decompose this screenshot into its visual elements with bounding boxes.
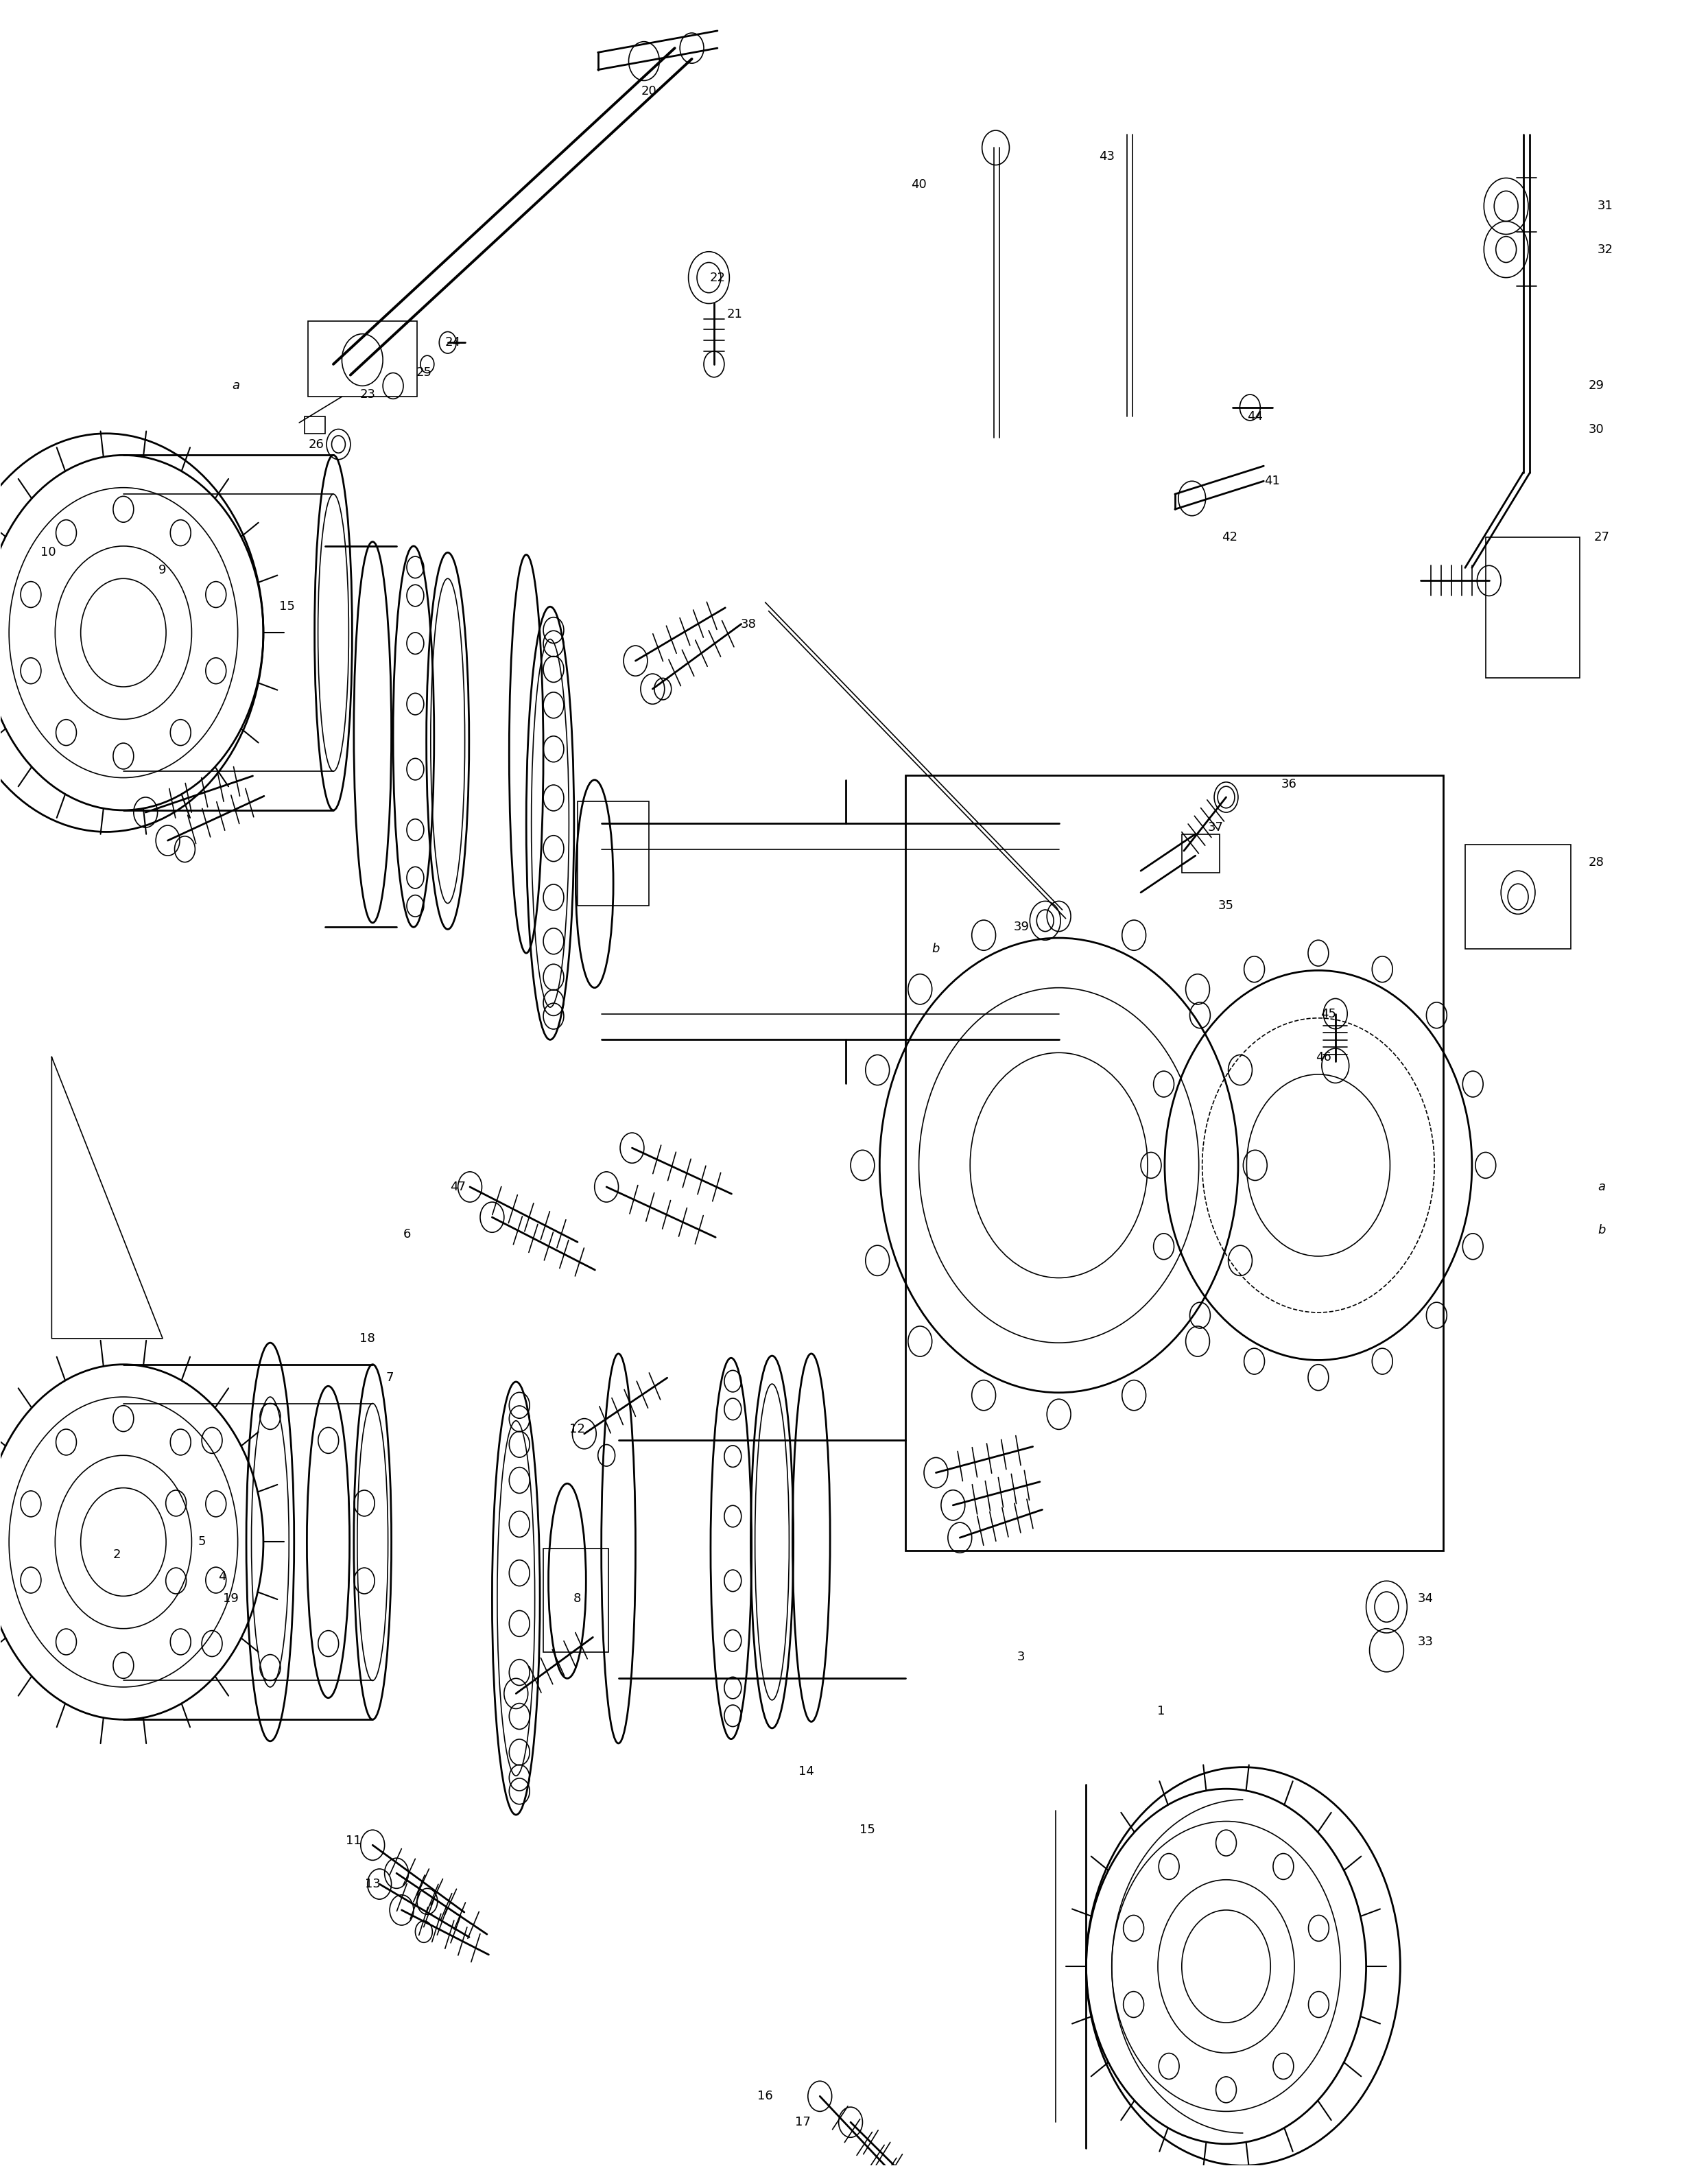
Text: 26: 26 <box>309 438 325 451</box>
Bar <box>1486 537 1580 678</box>
Text: 30: 30 <box>1588 422 1604 435</box>
Text: 32: 32 <box>1597 243 1612 256</box>
Text: 19: 19 <box>224 1592 239 1605</box>
Text: 43: 43 <box>1098 149 1115 162</box>
Text: 40: 40 <box>910 178 927 191</box>
Text: 31: 31 <box>1597 199 1612 212</box>
Text: 39: 39 <box>1013 921 1030 934</box>
Text: 7: 7 <box>386 1371 393 1384</box>
Text: 23: 23 <box>360 388 376 401</box>
Text: b: b <box>1597 1224 1606 1237</box>
Text: 35: 35 <box>1218 899 1233 912</box>
Text: a: a <box>1599 1180 1606 1193</box>
Text: 46: 46 <box>1315 1051 1331 1064</box>
Text: 44: 44 <box>1247 409 1262 422</box>
Bar <box>577 801 649 905</box>
Text: 45: 45 <box>1320 1007 1336 1020</box>
Text: 4: 4 <box>219 1570 227 1583</box>
Text: 25: 25 <box>417 366 432 379</box>
Text: 16: 16 <box>757 2090 774 2103</box>
Text: 36: 36 <box>1281 778 1296 791</box>
Text: 18: 18 <box>360 1332 376 1345</box>
Bar <box>905 775 1443 1551</box>
Text: 47: 47 <box>451 1180 466 1193</box>
Text: 14: 14 <box>798 1765 815 1778</box>
Text: 5: 5 <box>198 1536 207 1549</box>
Text: 41: 41 <box>1264 474 1279 487</box>
Text: 28: 28 <box>1588 856 1604 869</box>
Text: 34: 34 <box>1418 1592 1433 1605</box>
Text: 21: 21 <box>726 308 743 321</box>
Bar <box>1182 834 1220 873</box>
Text: b: b <box>933 942 939 955</box>
Text: 15: 15 <box>859 1824 876 1837</box>
Text: 12: 12 <box>569 1423 586 1436</box>
Text: 15: 15 <box>280 600 295 613</box>
Text: a: a <box>232 379 239 392</box>
Text: 2: 2 <box>113 1549 121 1562</box>
Text: 13: 13 <box>366 1878 381 1891</box>
Text: 9: 9 <box>159 563 167 576</box>
Bar <box>1465 845 1571 949</box>
Text: 29: 29 <box>1588 379 1604 392</box>
Text: 1: 1 <box>1158 1705 1165 1718</box>
Bar <box>307 321 417 396</box>
Text: 10: 10 <box>41 546 56 559</box>
Bar <box>543 1549 608 1653</box>
Text: 27: 27 <box>1594 531 1609 544</box>
Text: 17: 17 <box>794 2116 811 2129</box>
Text: 20: 20 <box>640 84 658 97</box>
Text: 22: 22 <box>709 271 726 284</box>
Text: 8: 8 <box>574 1592 581 1605</box>
Text: 11: 11 <box>347 1835 362 1848</box>
Text: 37: 37 <box>1208 821 1225 834</box>
Text: 38: 38 <box>740 617 757 630</box>
Text: 6: 6 <box>403 1228 410 1241</box>
Bar <box>304 416 325 433</box>
Text: 24: 24 <box>446 336 461 349</box>
Text: 3: 3 <box>1018 1650 1025 1663</box>
Text: 42: 42 <box>1221 531 1237 544</box>
Text: 33: 33 <box>1418 1635 1433 1648</box>
